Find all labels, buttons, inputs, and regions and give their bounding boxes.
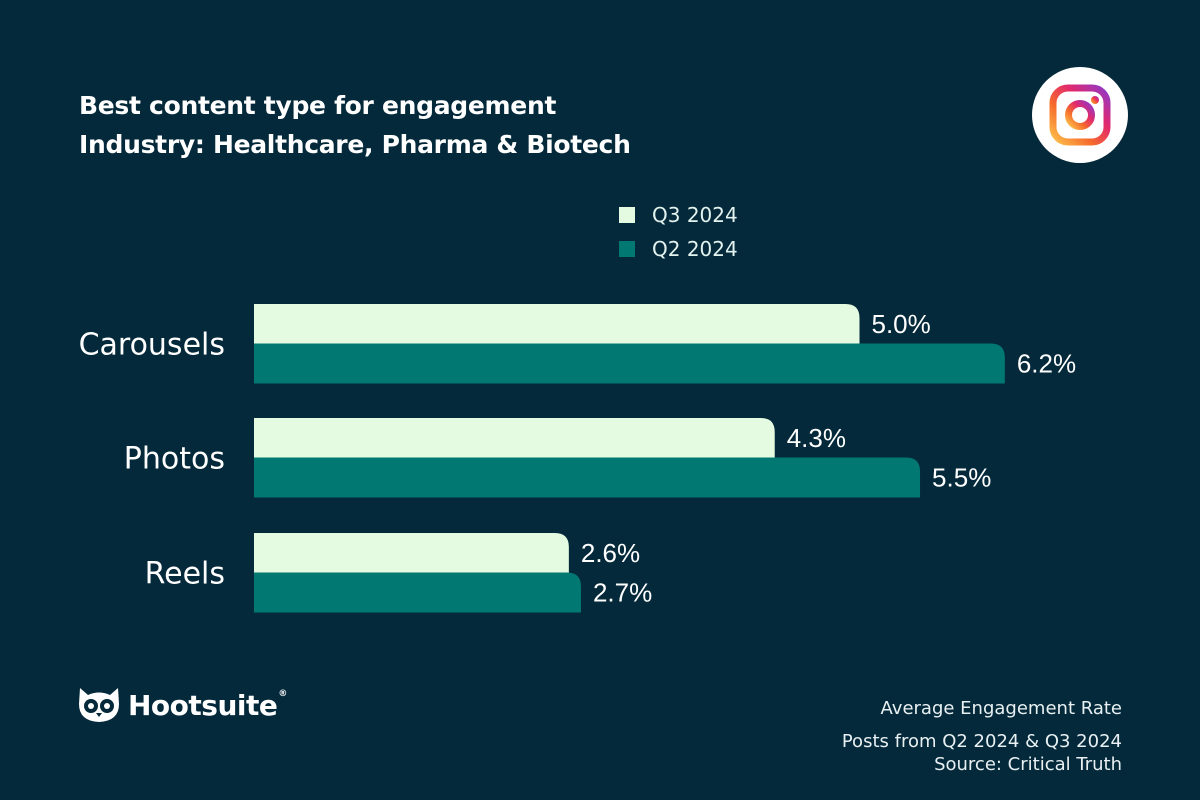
category-label-photos: Photos	[124, 442, 225, 477]
brand-name-text: Hootsuite	[128, 688, 278, 722]
instagram-logo	[1032, 67, 1128, 163]
value-label-reels-q2-2024: 2.7%	[593, 577, 652, 607]
legend-swatch-q2	[619, 241, 635, 257]
bar-carousels-q2-2024	[254, 343, 1005, 384]
category-label-carousels: Carousels	[79, 328, 225, 363]
owl-icon	[79, 688, 119, 722]
footer-scope: Posts from Q2 2024 & Q3 2024	[841, 731, 1122, 752]
legend-item-q3: Q3 2024	[619, 198, 738, 232]
chart-subtitle: Industry: Healthcare, Pharma & Biotech	[79, 130, 631, 159]
legend-label-q2: Q2 2024	[652, 237, 738, 261]
value-label-carousels-q3-2024: 5.0%	[872, 309, 931, 339]
value-label-photos-q3-2024: 4.3%	[787, 423, 846, 453]
instagram-icon	[1049, 84, 1111, 146]
hootsuite-brand: Hootsuite®	[76, 686, 287, 724]
bar-photos-q2-2024	[254, 457, 921, 498]
legend-swatch-q3	[619, 207, 635, 223]
footer-metric: Average Engagement Rate	[880, 698, 1122, 719]
footer-source: Source: Critical Truth	[934, 754, 1122, 775]
bar-reels-q3-2024	[254, 533, 569, 573]
legend-item-q2: Q2 2024	[619, 232, 738, 266]
legend: Q3 2024 Q2 2024	[619, 198, 738, 266]
value-label-carousels-q2-2024: 6.2%	[1017, 348, 1076, 378]
chart-footer: Average Engagement Rate Posts from Q2 20…	[842, 697, 1122, 776]
brand-reg-mark: ®	[278, 688, 287, 699]
legend-label-q3: Q3 2024	[652, 203, 738, 227]
bar-carousels-q3-2024	[254, 304, 860, 344]
value-label-photos-q2-2024: 5.5%	[932, 462, 991, 492]
category-label-reels: Reels	[145, 557, 225, 592]
chart-title-block: Best content type for engagement Industr…	[79, 86, 631, 164]
value-label-reels-q3-2024: 2.6%	[581, 538, 640, 568]
bar-reels-q2-2024	[254, 572, 581, 613]
bar-photos-q3-2024	[254, 418, 775, 458]
chart-title: Best content type for engagement	[79, 91, 557, 120]
brand-name: Hootsuite®	[128, 689, 287, 722]
